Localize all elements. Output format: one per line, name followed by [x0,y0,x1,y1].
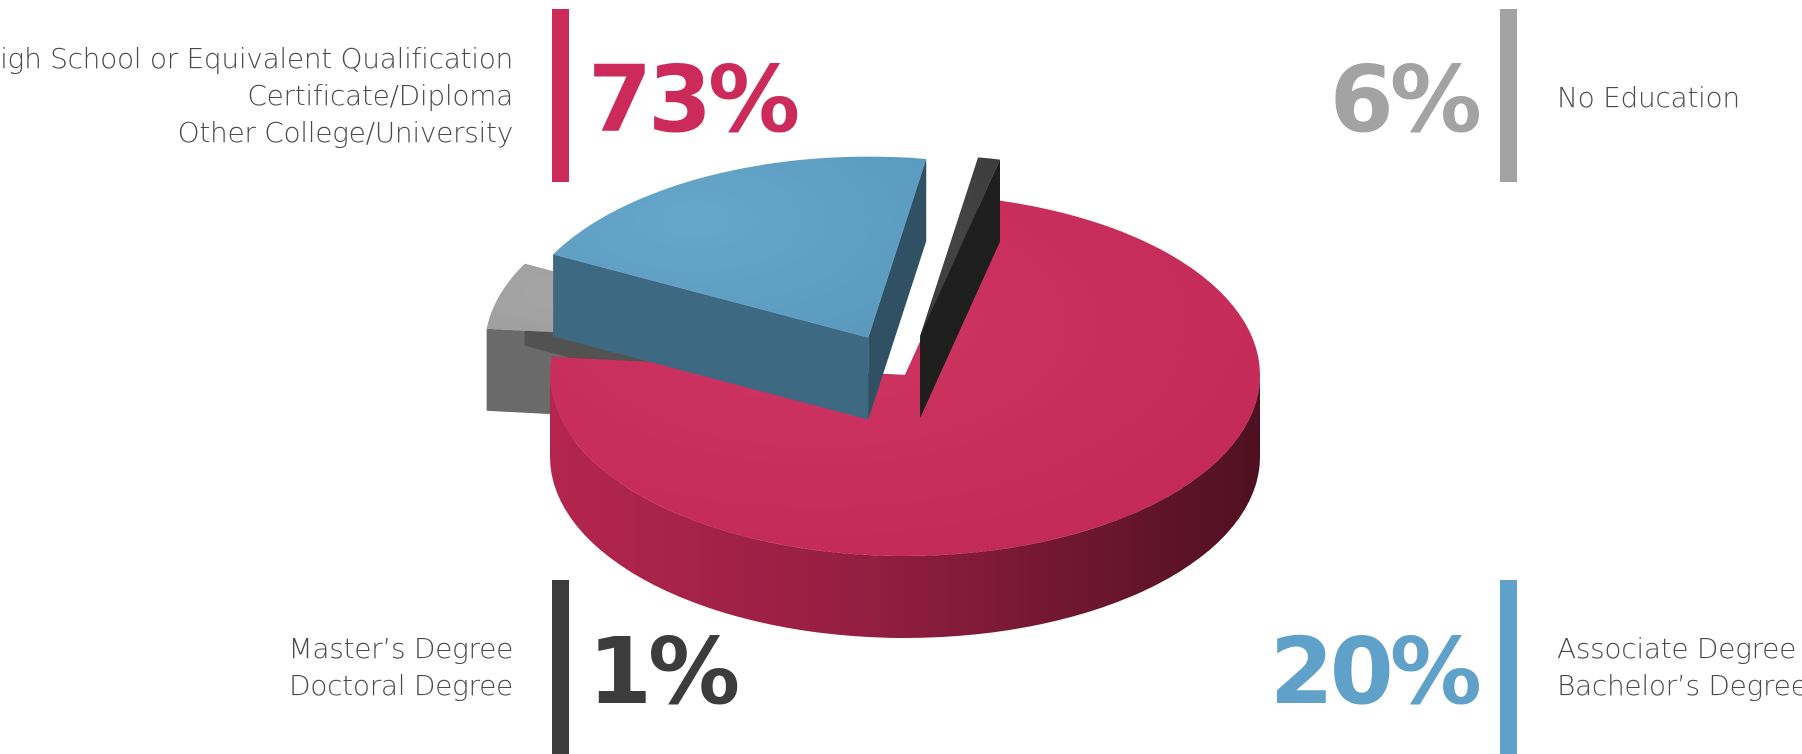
pie-slice-top [920,157,1001,336]
accent-bar-no-education [1500,9,1517,182]
percentage-no-education: 6% [1329,46,1482,153]
slice-labels-undergraduate: Associate Degree Bachelor’s Degree [1557,630,1802,704]
slice-label: High School or Equivalent Qualification [0,42,513,75]
slice-labels-graduate: Master’s Degree Doctoral Degree [288,630,514,704]
percentage-undergraduate: 20% [1269,618,1482,725]
accent-bar-undergraduate [1500,580,1517,754]
pie-slice-wall [868,159,927,420]
slice-labels-no-education: No Education [1557,79,1740,116]
accent-bar-graduate [552,580,569,754]
pie-slice-wall [920,159,1001,418]
slice-label: No Education [1557,81,1740,114]
slice-label: Bachelor’s Degree [1557,669,1802,702]
pie-slice-top [550,198,1260,557]
slice-label: Master’s Degree [288,632,514,665]
slice-label: Doctoral Degree [289,669,513,702]
accent-bar-high-school [552,9,569,182]
slice-label: Associate Degree [1557,632,1797,665]
pie-slice-2 [553,156,927,420]
pie-slice-3 [920,157,1001,418]
slice-label: Certificate/Diploma [247,79,513,112]
pie-slice-wall [553,254,869,420]
slice-label: Other College/University [177,116,514,149]
pie-slice-side [550,375,1260,638]
pie-slice-top [553,156,927,338]
slice-labels-high-school: High School or Equivalent Qualification … [0,40,513,151]
percentage-graduate: 1% [588,618,740,725]
percentage-high-school: 73% [588,46,800,153]
